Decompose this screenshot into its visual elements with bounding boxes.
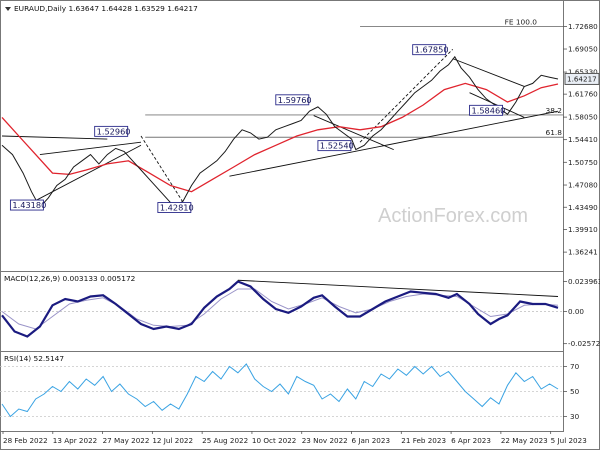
x-tick-label: 10 Oct 2022 — [252, 436, 296, 445]
trendline — [140, 135, 188, 210]
price-y-tick-label: 1.36241 — [568, 248, 598, 257]
price-y-tick-label: 1.54410 — [568, 135, 598, 144]
fe100-label: FE 100.0 — [505, 17, 538, 26]
trendline — [313, 115, 394, 151]
x-tick-label: 6 Apr 2023 — [451, 436, 491, 445]
last-price-marker: 1.64217 — [564, 72, 600, 85]
last-price-label: 1.64217 — [567, 74, 597, 83]
dropdown-triangle-icon — [5, 7, 11, 11]
swing-label: 1.67850 — [415, 45, 449, 55]
trendline — [229, 110, 559, 177]
trendline — [39, 141, 142, 156]
price-y-axis: 1.72680 1.69050 1.65330 1.61760 1.58050 1.544… — [563, 22, 598, 257]
price-panel-title-group: EURAUD,Daily 1.63647 1.64428 1.63529 1.6… — [5, 4, 198, 13]
x-axis: 28 Feb 2022 13 Apr 2022 27 May 2022 12 Jul … — [2, 431, 587, 445]
rsi-y-tick-label: 50 — [570, 387, 580, 396]
x-tick-label: 22 May 2023 — [501, 436, 548, 445]
trendline — [359, 49, 454, 143]
price-y-tick-label: 1.61760 — [568, 90, 598, 99]
x-tick-label: 5 Jul 2023 — [551, 436, 587, 445]
price-y-tick-label: 1.43490 — [568, 203, 598, 212]
swing-label-box — [275, 94, 310, 106]
x-tick-label: 21 Feb 2023 — [401, 436, 446, 445]
price-y-tick-label: 1.47080 — [568, 181, 598, 190]
fib618-label: 61.8 — [546, 128, 563, 137]
rsi-line — [1, 363, 559, 418]
macd-divergence-line — [237, 279, 559, 297]
swing-label-box — [157, 202, 192, 213]
x-tick-label: 28 Feb 2022 — [3, 436, 48, 445]
rsi-y-tick-label: 70 — [570, 362, 580, 371]
swing-label-box — [412, 44, 447, 56]
price-title: EURAUD,Daily 1.63647 1.64428 1.63529 1.6… — [14, 4, 198, 13]
x-tick-label: 27 May 2022 — [103, 436, 150, 445]
price-y-tick-label: 1.58050 — [568, 113, 598, 122]
swing-label-box — [469, 104, 503, 116]
price-y-tick-label: 1.65330 — [568, 68, 598, 77]
x-tick-label: 25 Aug 2022 — [202, 436, 248, 445]
macd-y-tick-label: 0.023963 — [568, 277, 600, 286]
x-tick-label: 23 Nov 2022 — [302, 436, 348, 445]
price-y-tick-label: 1.69050 — [568, 45, 598, 54]
macd-y-axis: 0.023963 0.00 -0.025726 — [563, 277, 600, 348]
rsi-y-axis: 70 50 30 — [563, 362, 580, 421]
swing-label-box — [317, 140, 352, 152]
swing-label: 1.42810 — [160, 203, 194, 213]
swing-label: 1.58460 — [472, 105, 506, 115]
rsi-level-lines — [0, 366, 563, 417]
trendline — [22, 144, 142, 208]
macd-y-tick-label: 0.00 — [568, 307, 584, 316]
swing-label-box — [9, 199, 44, 211]
x-tick-label: 12 Jul 2022 — [152, 436, 193, 445]
swing-label: 1.59760 — [278, 95, 312, 105]
x-tick-label: 13 Apr 2022 — [53, 436, 97, 445]
fib382-label: 38.2 — [546, 106, 562, 115]
macd-line — [1, 280, 559, 338]
price-y-tick-label: 1.72680 — [568, 22, 598, 31]
rsi-y-tick-label: 30 — [570, 412, 580, 421]
price-annotations: 1.43180 1.52960 1.42810 1.59760 1.52540 1.678… — [9, 44, 506, 213]
last-price-box — [564, 72, 600, 85]
swing-label: 1.52960 — [97, 126, 131, 136]
trendline — [452, 58, 525, 87]
price-y-tick-label: 1.50750 — [568, 158, 598, 167]
x-tick-label: 6 Jan 2023 — [352, 436, 391, 445]
swing-label: 1.43180 — [12, 200, 46, 210]
moving-average-line — [1, 82, 559, 193]
rsi-title: RSI(14) 52.5147 — [4, 354, 64, 363]
watermark: ActionForex.com — [378, 205, 528, 227]
swing-label: 1.52540 — [320, 141, 354, 151]
swing-label-box — [94, 125, 129, 137]
macd-title: MACD(12,26,9) 0.003133 0.005172 — [4, 274, 135, 283]
macd-y-tick-label: -0.025726 — [568, 339, 600, 348]
price-y-tick-label: 1.39910 — [568, 225, 598, 234]
price-line — [1, 55, 559, 209]
